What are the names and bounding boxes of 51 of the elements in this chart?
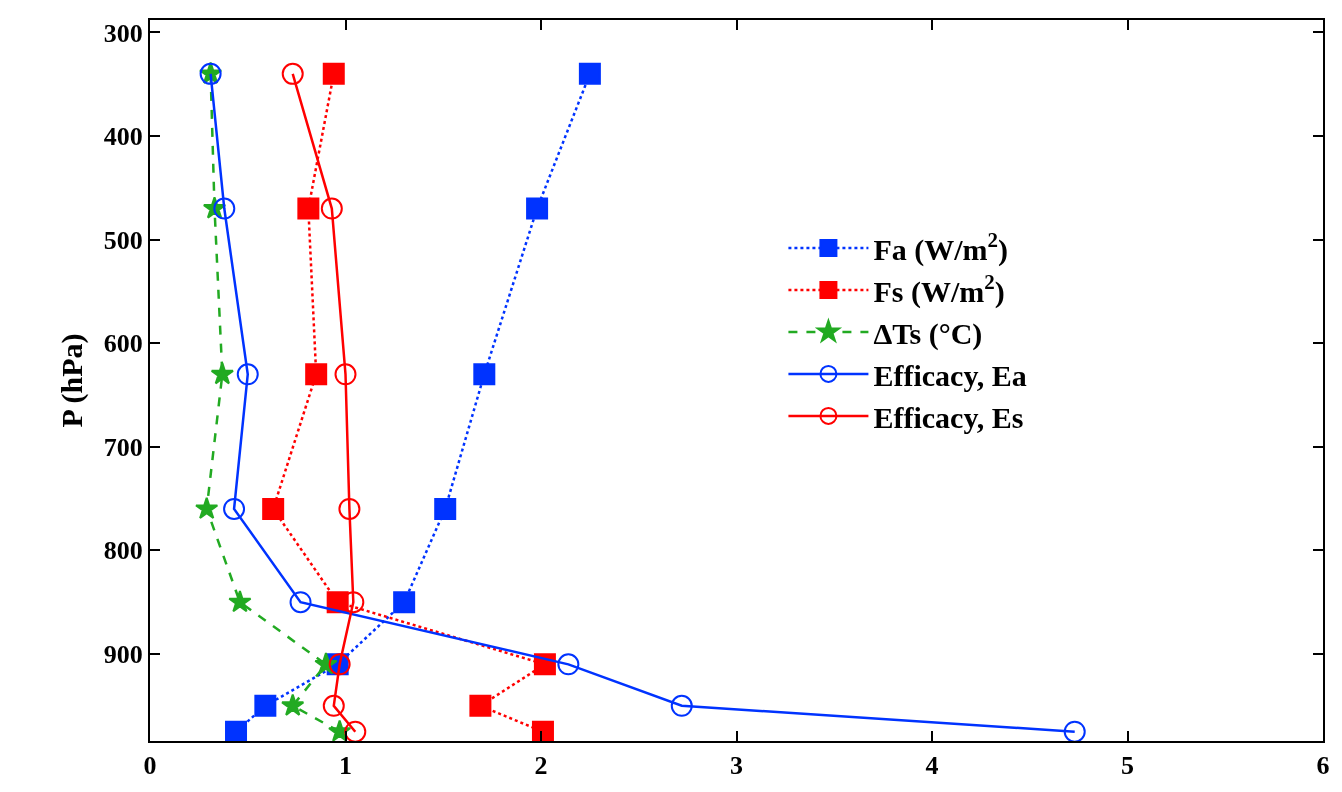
y-axis-title: P (hPa) (55, 333, 90, 428)
x-tick-label: 3 (730, 751, 743, 781)
legend-label: Efficacy, Es (873, 400, 1024, 434)
point (578, 62, 601, 85)
point (327, 719, 352, 741)
y-tick-label: 400 (103, 122, 143, 152)
x-tick-label: 0 (143, 751, 157, 781)
x-tick-label: 5 (1121, 751, 1134, 781)
point (320, 197, 343, 220)
point (289, 591, 312, 614)
point (210, 362, 234, 385)
point (195, 496, 219, 520)
point (262, 497, 285, 520)
legend-label: Efficacy, Ea (873, 358, 1027, 392)
legend-label: ΔTs (°C) (873, 316, 983, 351)
legend-label: Fs (W/m$^{2}$) (873, 269, 1005, 309)
point (305, 363, 328, 386)
point (531, 720, 554, 741)
point (297, 197, 320, 220)
point (213, 197, 236, 220)
x-tick-label: 4 (925, 751, 939, 781)
legend-label: Fa (W/m$^{2}$) (873, 227, 1009, 267)
y-tick-label: 500 (103, 225, 143, 255)
x-tick-label: 1 (339, 751, 352, 781)
point (344, 720, 367, 741)
point (557, 653, 580, 676)
y-tick-label: 600 (103, 329, 143, 359)
point (526, 197, 549, 220)
point (334, 363, 357, 386)
y-tick-label: 700 (103, 432, 143, 462)
point (1063, 720, 1086, 741)
y-tick-label: 300 (103, 18, 143, 48)
x-tick-label: 2 (534, 751, 548, 781)
point (281, 693, 305, 716)
point (254, 694, 277, 717)
point (469, 694, 492, 717)
point (228, 589, 252, 613)
point (338, 497, 361, 520)
point (434, 497, 457, 520)
point (281, 62, 304, 85)
point (393, 591, 416, 614)
point (322, 62, 345, 85)
y-tick-label: 900 (103, 640, 143, 670)
point (225, 720, 248, 741)
point (670, 694, 693, 717)
y-tick-label: 800 (103, 536, 143, 566)
point (322, 694, 345, 717)
point (473, 363, 496, 386)
point (236, 363, 259, 386)
x-tick-label: 6 (1316, 751, 1330, 781)
point (223, 497, 246, 520)
